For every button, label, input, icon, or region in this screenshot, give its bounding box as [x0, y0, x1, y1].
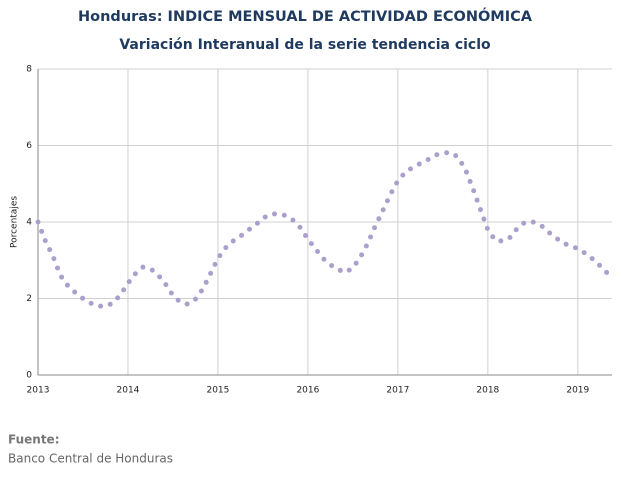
y-tick-label: 6 [26, 141, 32, 151]
x-tick-label: 2017 [386, 386, 409, 396]
x-tick-label: 2013 [27, 386, 50, 396]
y-tick-label: 8 [26, 65, 32, 75]
x-tick-label: 2018 [476, 386, 499, 396]
x-tick-label: 2019 [566, 386, 589, 396]
series-line [35, 149, 611, 309]
x-tick-label: 2015 [206, 386, 229, 396]
footer-source: Banco Central de Honduras [8, 452, 173, 466]
x-tick-label: 2014 [117, 386, 140, 396]
x-tick-label: 2016 [296, 386, 319, 396]
y-tick-label: 0 [26, 371, 32, 381]
chart-subtitle: Variación Interanual de la serie tendenc… [119, 37, 491, 53]
y-axis-label: Porcentajes [10, 196, 20, 248]
y-tick-label: 4 [26, 218, 32, 228]
y-tick-label: 2 [26, 294, 32, 304]
chart-title: Honduras: INDICE MENSUAL DE ACTIVIDAD EC… [78, 7, 533, 25]
footer-label: Fuente: [8, 433, 60, 447]
